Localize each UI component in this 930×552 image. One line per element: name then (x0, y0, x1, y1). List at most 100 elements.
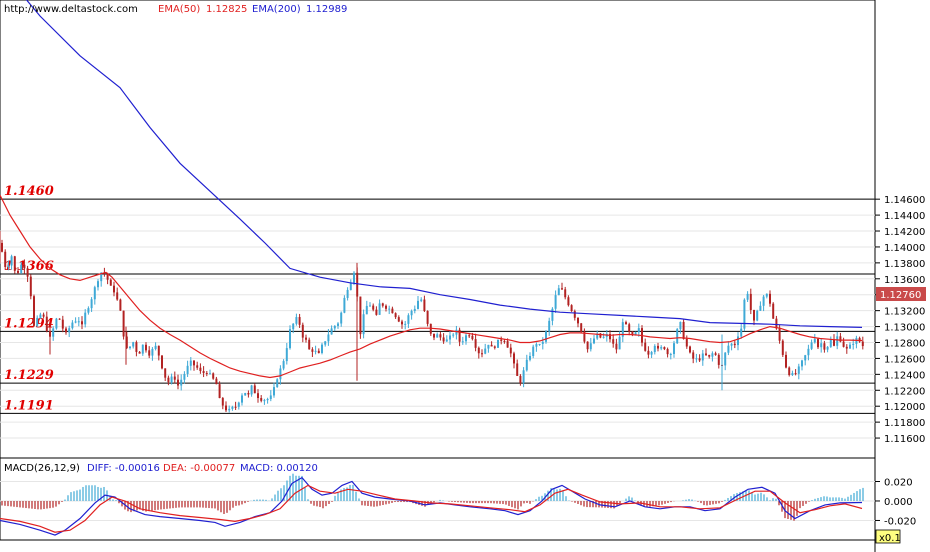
source-url[interactable]: http://www.deltastock.com (4, 4, 138, 15)
candle-body (497, 339, 499, 348)
macd-name: MACD(26,12,9) (4, 463, 80, 474)
candle-body (87, 308, 90, 313)
candle-body (458, 329, 461, 342)
candle-body (778, 328, 781, 341)
candle-body (301, 324, 304, 338)
candle-body (468, 335, 471, 337)
candle-body (561, 288, 563, 290)
candle-body (653, 345, 656, 353)
candle-body (420, 299, 423, 301)
candle-body (740, 328, 743, 337)
candle-body (20, 264, 23, 273)
candle-body (842, 341, 845, 347)
candle-body (321, 344, 323, 354)
candle-body (647, 350, 650, 355)
candle-body (74, 321, 77, 323)
candle-body (388, 308, 391, 310)
scale-badge[interactable] (875, 529, 901, 544)
ema50-line (0, 194, 863, 379)
candle-body (359, 296, 362, 335)
candle-body (823, 343, 826, 350)
candle-body (260, 398, 263, 401)
candle-body (804, 355, 807, 361)
ema50-value: 1.12825 (206, 4, 247, 15)
level-label: 1.1191 (4, 398, 54, 413)
candle-body (97, 281, 99, 288)
candle-body (577, 317, 579, 324)
candle-body (724, 352, 727, 366)
macd-dea-label: DEA: -0.00077 (163, 463, 235, 474)
candle-body (628, 324, 631, 332)
price-tick-label: 1.12600 (884, 354, 925, 365)
candle-body (212, 373, 215, 379)
candle-body (631, 331, 634, 335)
candle-body (397, 317, 400, 322)
candle-body (17, 270, 19, 273)
candle-body (586, 341, 589, 350)
candle-body (522, 370, 525, 383)
candle-body (234, 406, 237, 408)
price-tick-label: 1.12800 (884, 339, 925, 350)
candle-body (250, 385, 253, 395)
candle-body (113, 285, 115, 293)
candle-body (845, 346, 848, 349)
candle-body (426, 310, 429, 324)
candle-body (807, 348, 810, 356)
candle-body (26, 268, 29, 277)
candle-body (289, 329, 291, 349)
candle-body (93, 287, 96, 300)
candle-body (775, 318, 778, 329)
candle-body (391, 308, 394, 314)
support-resistance-levels: 1.1460 1.1366 1.1294 1.1229 1.1191 (0, 184, 875, 414)
candle-body (282, 361, 285, 369)
price-gridlines (0, 198, 875, 439)
candle-body (410, 310, 413, 316)
candle-body (813, 338, 816, 343)
candle-body (580, 323, 583, 332)
candle-body (193, 360, 195, 366)
candle-body (474, 339, 477, 348)
candle-body (186, 365, 189, 374)
candle-body (151, 348, 154, 356)
candle-body (439, 334, 442, 338)
candle-body (145, 344, 147, 351)
candle-body (733, 343, 736, 346)
candle-body (349, 282, 352, 290)
candle-body (241, 395, 243, 403)
candle-body (330, 328, 333, 335)
candle-body (65, 328, 67, 333)
level-label: 1.1229 (4, 368, 54, 383)
candle-body (817, 338, 819, 348)
candle-body (333, 325, 336, 329)
price-tick-label: 1.11600 (884, 434, 925, 445)
candle-body (573, 311, 576, 318)
candle-body (125, 336, 128, 349)
candle-body (365, 305, 368, 315)
candle-body (71, 322, 74, 329)
candle-body (839, 336, 842, 342)
candle-body (829, 339, 832, 347)
candle-body (237, 402, 240, 407)
price-tick-label: 1.13200 (884, 307, 925, 318)
candle-body (477, 347, 480, 354)
candle-body (858, 337, 861, 342)
candle-body (471, 335, 474, 340)
candle-body (676, 329, 679, 344)
candle-body (119, 299, 122, 311)
candle-body (794, 373, 797, 375)
price-axis: 1.14600 1.14400 1.14200 1.14000 1.13800 1.136… (875, 195, 925, 445)
candle-body (449, 335, 451, 340)
candle-body (529, 355, 531, 360)
candle-body (23, 264, 26, 269)
candle-body (769, 293, 771, 304)
candle-body (625, 322, 627, 325)
candle-body (698, 358, 701, 361)
candle-body (279, 368, 282, 380)
candle-body (132, 342, 135, 347)
price-tick-label: 1.13000 (884, 323, 925, 334)
candle-body (714, 353, 717, 355)
candle-body (311, 349, 314, 352)
candle-body (68, 328, 71, 333)
candle-body (791, 373, 794, 376)
candle-body (455, 329, 458, 335)
